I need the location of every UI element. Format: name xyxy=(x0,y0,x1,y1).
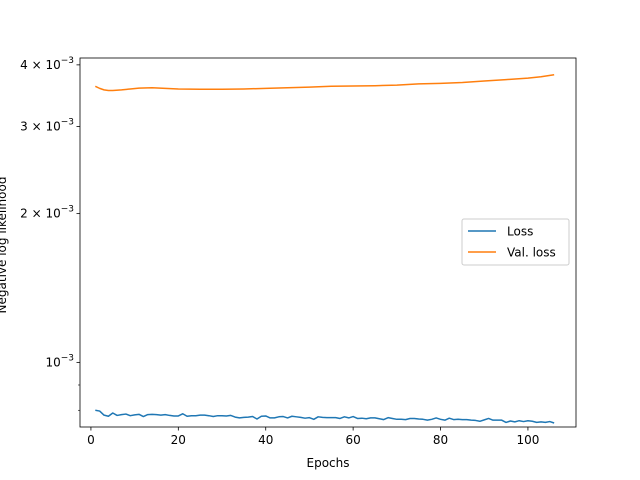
x-axis-label: Epochs xyxy=(307,456,350,470)
legend-label: Loss xyxy=(507,225,533,239)
x-tick-label: 40 xyxy=(258,433,273,447)
legend-label: Val. loss xyxy=(507,246,556,260)
series-line-val-loss xyxy=(94,74,555,92)
y-tick-label: 2 × 10−3 xyxy=(20,205,74,221)
y-axis-label: Negative log likelihood xyxy=(0,177,9,314)
legend: Loss Val. loss xyxy=(461,218,570,266)
y-tick-label: 4 × 10−3 xyxy=(20,56,74,72)
plot-area xyxy=(79,57,577,428)
x-tick-label: 20 xyxy=(171,433,186,447)
x-tick-label: 60 xyxy=(345,433,360,447)
x-tick-label: 0 xyxy=(87,433,95,447)
y-tick-label: 10−3 xyxy=(45,353,74,369)
x-tick-label: 80 xyxy=(433,433,448,447)
y-tick-label: 3 × 10−3 xyxy=(20,118,74,134)
x-tick-label: 100 xyxy=(516,433,539,447)
series-line-loss xyxy=(95,409,555,424)
axes-frame xyxy=(79,57,577,428)
x-axis: 0 20 40 60 80 100 xyxy=(87,427,539,447)
y-axis: 10−3 2 × 10−3 3 × 10−3 4 × 10−3 xyxy=(20,56,80,411)
